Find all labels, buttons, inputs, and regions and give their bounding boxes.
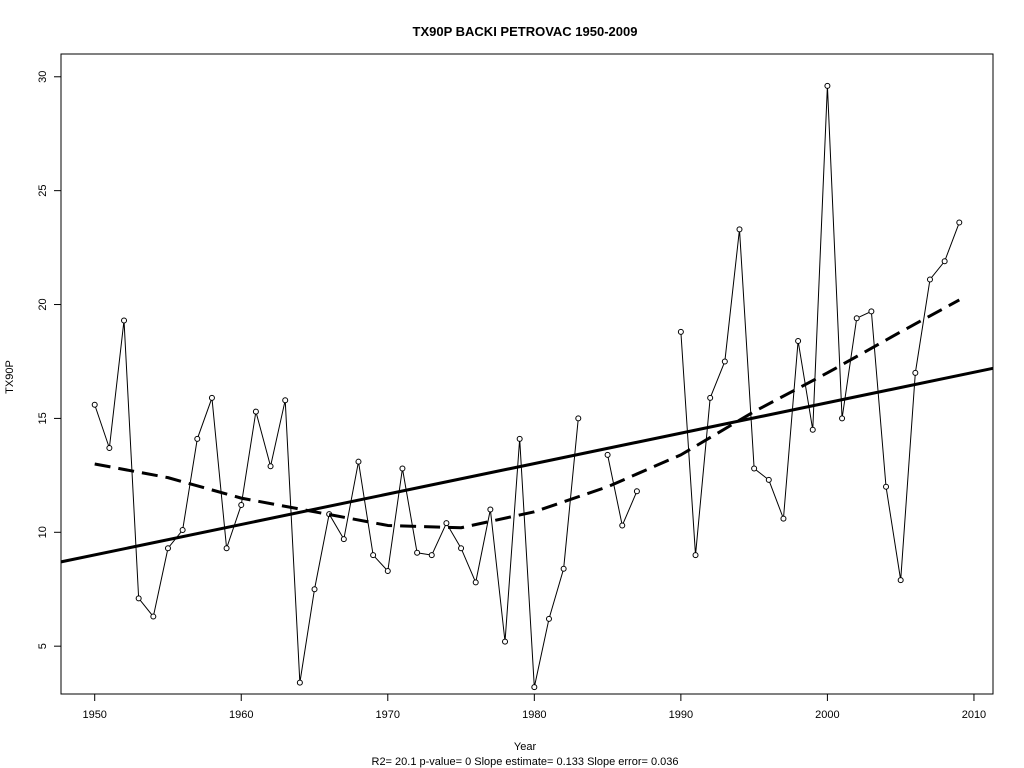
observed-series-line (607, 454, 638, 528)
data-point (897, 577, 904, 584)
y-tick-label: 5 (37, 643, 49, 649)
data-point (502, 638, 509, 645)
data-point (179, 527, 186, 534)
data-point (150, 613, 157, 620)
x-axis-label: Year (514, 741, 537, 753)
data-point (575, 415, 582, 422)
x-tick-label: 1960 (229, 709, 253, 721)
y-tick-label: 25 (37, 185, 49, 197)
data-point (633, 488, 640, 495)
y-axis: 5 10 15 20 25 30 (37, 71, 61, 649)
data-point (707, 394, 714, 401)
data-point (223, 545, 230, 552)
data-point (106, 445, 113, 452)
data-point (458, 545, 465, 552)
data-point (384, 568, 391, 575)
data-point (721, 358, 728, 365)
data-point (282, 397, 289, 404)
data-point (164, 545, 171, 552)
observed-series-line (680, 85, 960, 581)
data-point (560, 565, 567, 572)
data-point (780, 515, 787, 522)
data-point (399, 465, 406, 472)
x-tick-label: 1970 (376, 709, 400, 721)
data-point (751, 465, 758, 472)
data-point (926, 276, 933, 283)
data-point (868, 308, 875, 315)
data-point (252, 408, 259, 415)
chart-footer: R2= 20.1 p-value= 0 Slope estimate= 0.13… (372, 756, 679, 768)
data-point (414, 549, 421, 556)
data-point (91, 401, 98, 408)
data-point (121, 317, 128, 324)
linear-trend-line (60, 366, 994, 564)
data-point (296, 679, 303, 686)
data-point (355, 458, 362, 465)
x-tick-label: 1980 (522, 709, 546, 721)
data-point (311, 586, 318, 593)
x-tick-label: 1990 (669, 709, 693, 721)
plot-frame (60, 53, 994, 695)
x-tick-label: 2010 (962, 709, 986, 721)
data-point (443, 520, 450, 527)
data-point (531, 684, 538, 691)
data-point (238, 501, 245, 508)
y-tick-label: 10 (37, 526, 49, 538)
data-point (472, 579, 479, 586)
data-point (956, 219, 963, 226)
data-point (795, 337, 802, 344)
data-point (853, 315, 860, 322)
data-point (941, 258, 948, 265)
data-point (370, 552, 377, 559)
data-point (824, 82, 831, 89)
data-point (765, 476, 772, 483)
data-point (604, 451, 611, 458)
y-tick-label: 20 (37, 298, 49, 310)
data-point (736, 226, 743, 233)
smoothed-trend-line (94, 298, 961, 530)
data-point (487, 506, 494, 513)
series-layer (60, 82, 994, 691)
data-point (839, 415, 846, 422)
data-point (194, 435, 201, 442)
x-tick-label: 1950 (82, 709, 106, 721)
data-point (516, 435, 523, 442)
data-point (619, 522, 626, 529)
data-point (135, 595, 142, 602)
data-point (267, 463, 274, 470)
chart-title: TX90P BACKI PETROVAC 1950-2009 (413, 24, 638, 39)
x-tick-label: 2000 (815, 709, 839, 721)
y-tick-label: 15 (37, 412, 49, 424)
y-axis-label: TX90P (4, 360, 16, 394)
data-point (883, 483, 890, 490)
data-point (677, 328, 684, 335)
data-point (692, 552, 699, 559)
data-point (545, 615, 552, 622)
data-point (809, 426, 816, 433)
x-axis: 1950 1960 1970 1980 1990 2000 2010 (82, 694, 986, 721)
data-point (428, 552, 435, 559)
data-point (340, 536, 347, 543)
data-point (208, 394, 215, 401)
y-tick-label: 30 (37, 71, 49, 83)
data-point (912, 369, 919, 376)
